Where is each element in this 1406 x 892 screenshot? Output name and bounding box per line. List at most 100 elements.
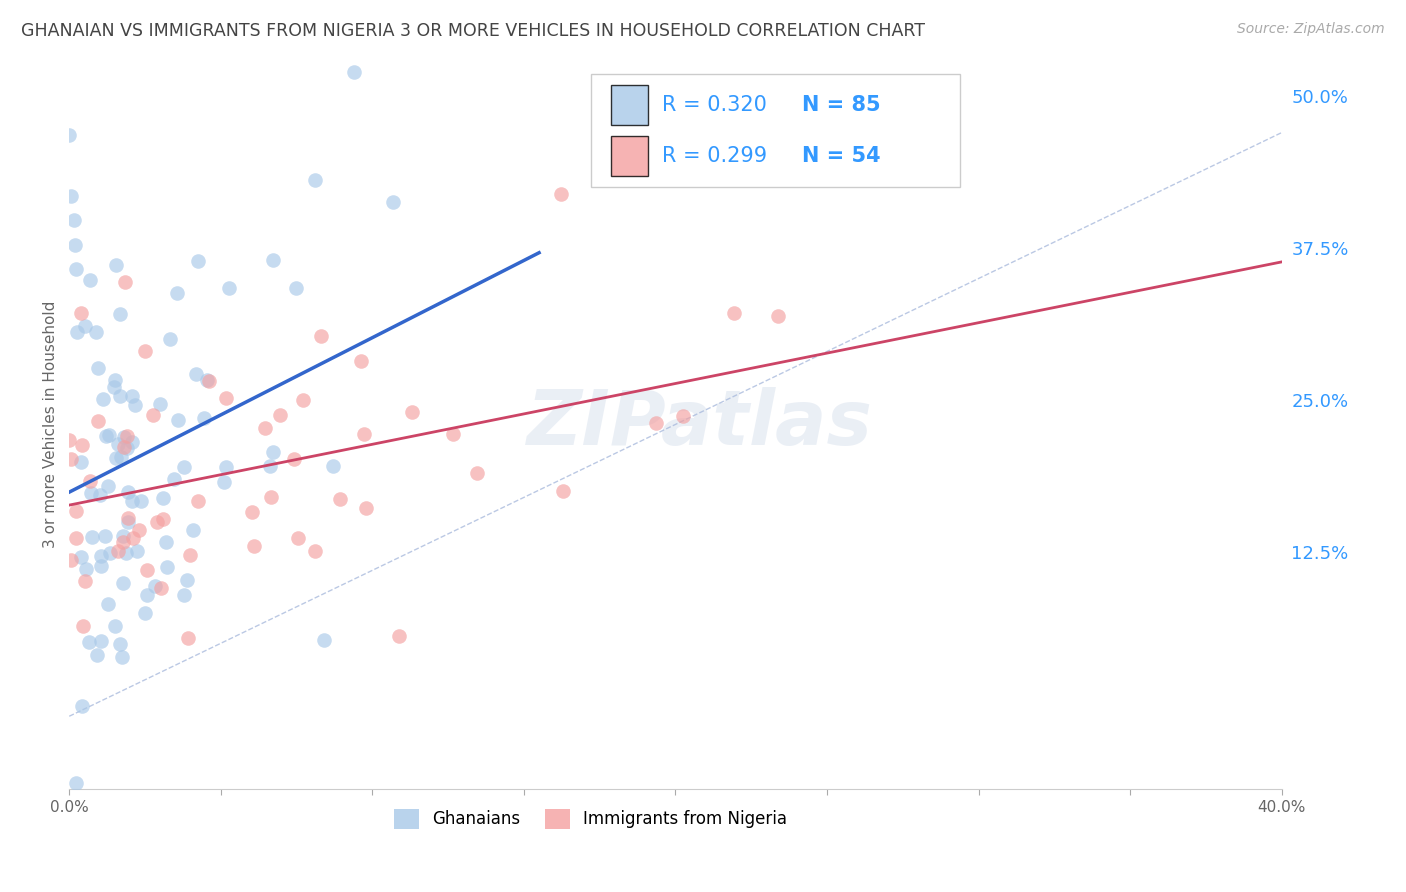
- Point: [72, 619, 94, 633]
- Point: [285, 281, 308, 295]
- Point: [89, 488, 111, 502]
- Point: [135, 563, 157, 577]
- Point: [159, 332, 181, 346]
- Text: R = 0.320: R = 0.320: [662, 95, 768, 115]
- Point: [197, 373, 219, 387]
- Point: [723, 306, 745, 320]
- Text: N = 85: N = 85: [801, 95, 880, 115]
- Point: [63, 237, 86, 252]
- Point: [214, 460, 236, 475]
- Point: [117, 515, 139, 529]
- Point: [121, 494, 143, 508]
- Y-axis label: 3 or more Vehicles in Household: 3 or more Vehicles in Household: [44, 301, 58, 548]
- Point: [304, 543, 326, 558]
- Point: [304, 173, 326, 187]
- Point: [117, 511, 139, 525]
- Text: R = 0.299: R = 0.299: [662, 146, 768, 166]
- Point: [287, 531, 309, 545]
- Point: [382, 195, 405, 210]
- Point: [134, 343, 156, 358]
- Text: GHANAIAN VS IMMIGRANTS FROM NIGERIA 3 OR MORE VEHICLES IN HOUSEHOLD CORRELATION : GHANAIAN VS IMMIGRANTS FROM NIGERIA 3 OR…: [21, 22, 925, 40]
- Point: [107, 436, 129, 450]
- Point: [73, 318, 96, 333]
- Point: [86, 648, 108, 662]
- Point: [114, 546, 136, 560]
- Legend: Ghanaians, Immigrants from Nigeria: Ghanaians, Immigrants from Nigeria: [387, 802, 794, 836]
- FancyBboxPatch shape: [591, 74, 960, 187]
- Point: [292, 393, 315, 408]
- Point: [115, 441, 138, 455]
- Point: [97, 479, 120, 493]
- Point: [645, 416, 668, 430]
- Point: [166, 286, 188, 301]
- Point: [145, 516, 167, 530]
- Point: [152, 491, 174, 506]
- Point: [112, 430, 135, 444]
- Point: [152, 512, 174, 526]
- Point: [63, 213, 86, 227]
- Point: [79, 273, 101, 287]
- Point: [156, 560, 179, 574]
- Point: [183, 523, 205, 537]
- Point: [65, 531, 87, 545]
- Point: [114, 275, 136, 289]
- Point: [143, 579, 166, 593]
- Point: [343, 64, 366, 78]
- Point: [150, 582, 173, 596]
- Point: [108, 307, 131, 321]
- Point: [90, 633, 112, 648]
- Point: [79, 474, 101, 488]
- Point: [94, 529, 117, 543]
- Point: [353, 426, 375, 441]
- Point: [283, 452, 305, 467]
- Point: [260, 490, 283, 504]
- Point: [87, 414, 110, 428]
- Point: [103, 380, 125, 394]
- Point: [167, 413, 190, 427]
- Point: [672, 409, 695, 423]
- Point: [70, 549, 93, 564]
- Point: [766, 309, 789, 323]
- Point: [212, 475, 235, 490]
- Point: [312, 633, 335, 648]
- Point: [136, 588, 159, 602]
- Point: [112, 575, 135, 590]
- Point: [155, 534, 177, 549]
- Point: [90, 549, 112, 563]
- Point: [131, 494, 153, 508]
- Point: [87, 360, 110, 375]
- Text: ZIPatlas: ZIPatlas: [527, 387, 873, 461]
- Point: [105, 450, 128, 465]
- FancyBboxPatch shape: [612, 136, 648, 177]
- Point: [184, 368, 207, 382]
- Point: [259, 458, 281, 473]
- Point: [110, 450, 132, 465]
- Point: [72, 438, 94, 452]
- Point: [240, 505, 263, 519]
- Point: [115, 429, 138, 443]
- Point: [110, 637, 132, 651]
- Point: [104, 259, 127, 273]
- Point: [322, 459, 344, 474]
- Point: [354, 501, 377, 516]
- Point: [465, 467, 488, 481]
- Point: [65, 261, 87, 276]
- Point: [173, 459, 195, 474]
- Point: [388, 629, 411, 643]
- Point: [553, 483, 575, 498]
- Point: [110, 389, 132, 403]
- Point: [269, 408, 291, 422]
- Point: [66, 325, 89, 339]
- Point: [125, 544, 148, 558]
- Point: [90, 558, 112, 573]
- Point: [114, 440, 136, 454]
- Point: [117, 485, 139, 500]
- Point: [198, 375, 221, 389]
- Point: [329, 492, 352, 507]
- Point: [187, 493, 209, 508]
- Point: [124, 398, 146, 412]
- Point: [122, 531, 145, 545]
- Point: [142, 408, 165, 422]
- Point: [104, 619, 127, 633]
- Point: [111, 649, 134, 664]
